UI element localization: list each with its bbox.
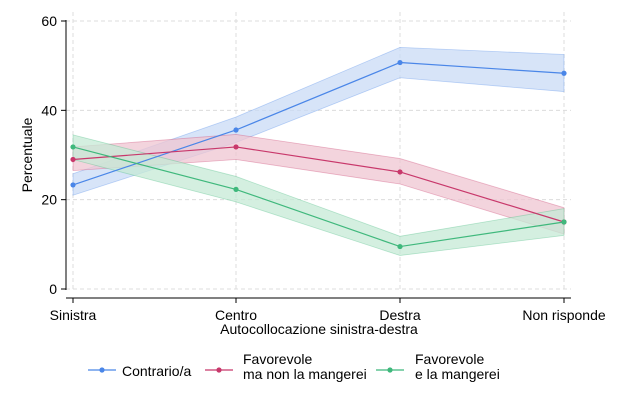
- data-point: [233, 127, 239, 133]
- confidence-band: [72, 46, 565, 196]
- x-tick-label: Centro: [215, 307, 257, 323]
- series-points: [70, 59, 567, 250]
- data-point: [70, 182, 76, 188]
- grid-layer: [66, 12, 571, 290]
- data-point: [397, 59, 403, 66]
- data-point: [561, 70, 567, 76]
- x-tick-label: Non risponde: [522, 307, 605, 323]
- legend-marker: [216, 367, 222, 373]
- legend-label: Favorevole ma non la mangerei: [243, 351, 367, 382]
- data-point: [233, 144, 239, 150]
- series-line: [72, 61, 565, 186]
- y-axis-title: Percentuale: [19, 117, 35, 192]
- data-point: [397, 243, 403, 250]
- series-line: [72, 146, 565, 248]
- data-point: [70, 156, 76, 163]
- legend-marker: [99, 367, 105, 373]
- data-point: [233, 186, 239, 192]
- legend: Contrario/a Favorevole ma non la mangerei F…: [88, 351, 500, 382]
- data-point: [397, 169, 403, 175]
- x-axis-title: Autocollocazione sinistra-destra: [220, 321, 418, 337]
- y-tick-label: 40: [41, 102, 57, 118]
- y-tick-label: 60: [41, 13, 57, 29]
- x-tick-label: Destra: [379, 307, 420, 323]
- series-lines: [72, 61, 565, 248]
- legend-label: Contrario/a: [122, 363, 191, 379]
- legend-marker: [387, 367, 393, 373]
- tick-layer: 0 20 40 60 Sinistra Centro Destra Non risponde: [41, 13, 605, 323]
- data-point: [70, 144, 76, 150]
- axes-layer: [65, 20, 571, 299]
- legend-label: Favorevole e la mangerei: [415, 351, 500, 382]
- confidence-band: [72, 134, 565, 256]
- confidence-bands: [72, 46, 565, 256]
- data-point: [561, 219, 567, 225]
- series-line: [72, 146, 565, 223]
- y-tick-label: 0: [49, 281, 57, 297]
- y-tick-label: 20: [41, 192, 57, 208]
- x-tick-label: Sinistra: [50, 307, 97, 323]
